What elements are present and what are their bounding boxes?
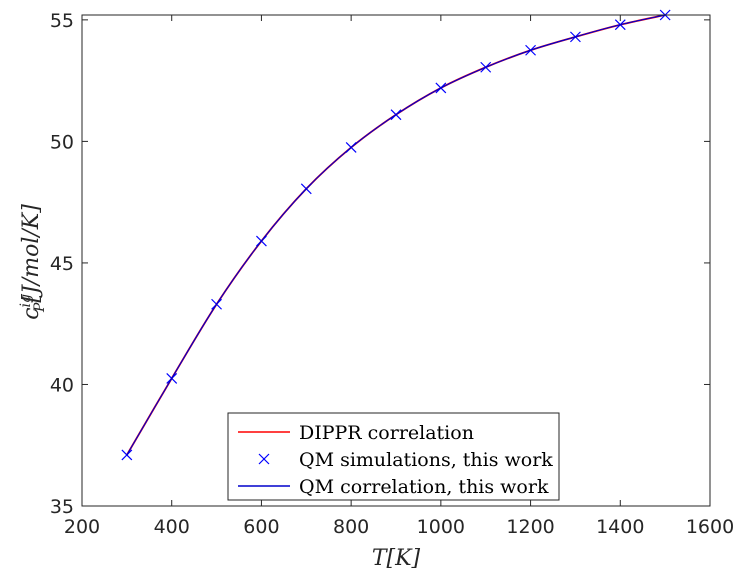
axis-ticks: 200 400 600 800 1000 1200 1400 1600 35 40 45 50 55 <box>50 10 734 538</box>
x-tick-label: 1000 <box>417 516 465 538</box>
y-tick-label: 55 <box>50 10 74 32</box>
legend-label-qm-corr: QM correlation, this work <box>299 476 549 498</box>
x-tick-label: 1600 <box>686 516 734 538</box>
y-tick-label: 35 <box>50 496 74 518</box>
x-tick-label: 600 <box>243 516 279 538</box>
legend-label-qm-sim: QM simulations, this work <box>299 449 553 471</box>
y-axis-label: cigP[J/mol/K] <box>18 204 48 320</box>
x-tick-label: 1200 <box>506 516 554 538</box>
x-tick-label: 1400 <box>596 516 644 538</box>
series-line-dippr <box>126 14 666 456</box>
legend: DIPPR correlation QM simulations, this w… <box>227 412 560 501</box>
series-line-qm_corr <box>126 14 666 456</box>
plot-frame <box>81 14 711 507</box>
legend-swatch-qm-sim <box>258 453 270 465</box>
x-tick-label: 800 <box>333 516 369 538</box>
x-tick-label: 200 <box>64 516 100 538</box>
x-axis-label: T[K] <box>372 546 421 571</box>
x-tick-label: 400 <box>154 516 190 538</box>
plot-marks <box>121 9 671 461</box>
y-tick-label: 45 <box>50 253 74 275</box>
y-tick-label: 40 <box>50 374 74 396</box>
y-tick-label: 50 <box>50 131 74 153</box>
legend-label-dippr: DIPPR correlation <box>299 422 474 444</box>
